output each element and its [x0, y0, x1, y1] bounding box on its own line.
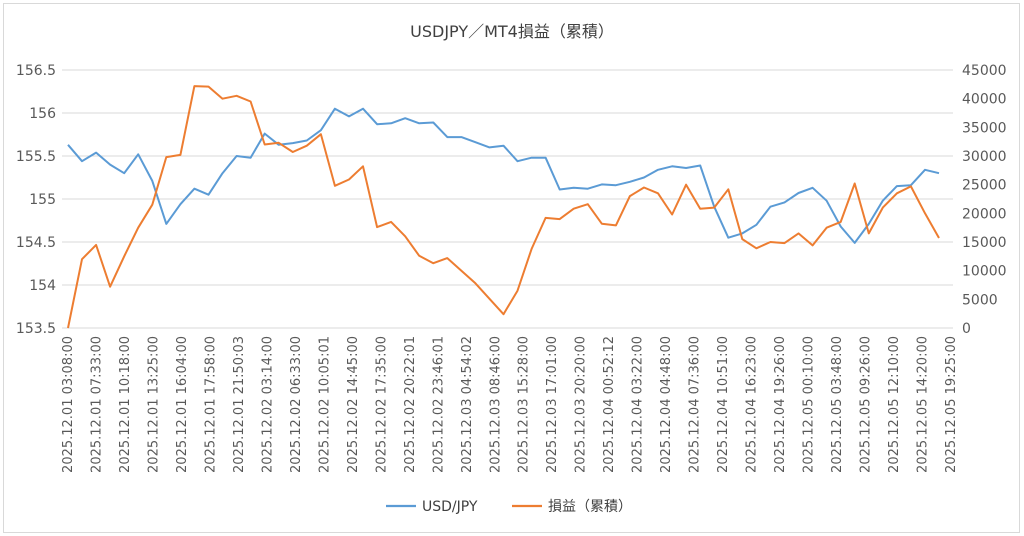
- x-tick-label: 2025.12.01 13:25:00: [146, 336, 161, 473]
- x-tick-label: 2025.12.02 23:46:01: [431, 336, 446, 473]
- x-tick-label: 2025.12.04 00:52:12: [602, 336, 617, 473]
- y-left-tick-label: 155.5: [16, 149, 56, 165]
- x-tick-label: 2025.12.02 03:14:00: [260, 336, 275, 473]
- x-tick-label: 2025.12.05 19:25:00: [944, 336, 959, 473]
- x-tick-label: 2025.12.01 07:33:00: [89, 336, 104, 473]
- x-tick-label: 2025.12.03 17:01:00: [545, 336, 560, 473]
- x-tick-label: 2025.12.04 03:22:00: [631, 336, 646, 473]
- x-tick-label: 2025.12.02 17:35:00: [374, 336, 389, 473]
- y-right-tick-label: 25000: [962, 178, 1007, 194]
- x-tick-label: 2025.12.05 09:26:00: [859, 336, 874, 473]
- x-tick-label: 2025.12.04 07:36:00: [688, 336, 703, 473]
- series-line-pnl: [67, 85, 940, 329]
- chart-title: USDJPY／MT4損益（累積）: [410, 22, 614, 41]
- y-right-tick-label: 15000: [962, 235, 1007, 251]
- x-tick-label: 2025.12.01 16:04:00: [175, 336, 190, 473]
- x-tick-label: 2025.12.04 16:23:00: [745, 336, 760, 473]
- y-right-tick-label: 40000: [962, 92, 1007, 108]
- y-right-tick-label: 30000: [962, 149, 1007, 165]
- x-tick-label: 2025.12.05 00:10:00: [802, 336, 817, 473]
- x-tick-label: 2025.12.04 10:51:00: [716, 336, 731, 473]
- legend: USD/JPY 損益（累積）: [386, 499, 632, 515]
- y-right-tick-label: 35000: [962, 120, 1007, 136]
- chart-frame: [3, 3, 1020, 533]
- y-right-tick-label: 5000: [962, 292, 998, 308]
- gridlines: [62, 69, 953, 329]
- x-tick-label: 2025.12.03 08:46:00: [488, 336, 503, 473]
- y-right-tick-label: 0: [962, 321, 971, 337]
- x-tick-label: 2025.12.02 10:05:01: [317, 336, 332, 473]
- y-left-tick-label: 155: [29, 192, 56, 208]
- y-axis-right-ticks: 0 5000 10000 15000 20000 25000 30000 35000 40000…: [962, 63, 1007, 337]
- y-left-tick-label: 156: [29, 106, 56, 122]
- x-tick-label: 2025.12.01 21:50:03: [232, 336, 247, 473]
- x-tick-label: 2025.12.03 15:28:00: [517, 336, 532, 473]
- x-tick-label: 2025.12.05 14:20:00: [916, 336, 931, 473]
- y-left-tick-label: 154.5: [16, 235, 56, 251]
- legend-label-pnl: 損益（累積）: [548, 499, 632, 515]
- x-tick-label: 2025.12.02 06:33:00: [289, 336, 304, 473]
- x-tick-label: 2025.12.04 19:26:00: [773, 336, 788, 473]
- series-line-usdjpy: [67, 107, 940, 244]
- x-tick-label: 2025.12.02 14:45:00: [346, 336, 361, 473]
- y-left-tick-label: 156.5: [16, 63, 56, 79]
- series-lines: [67, 85, 940, 329]
- y-left-tick-label: 154: [29, 278, 56, 294]
- legend-label-usd: USD/JPY: [422, 499, 478, 515]
- x-tick-label: 2025.12.01 10:18:00: [118, 336, 133, 473]
- y-right-tick-label: 20000: [962, 206, 1007, 222]
- x-tick-label: 2025.12.01 17:58:00: [203, 336, 218, 473]
- y-axis-left-ticks: 153.5 154 154.5 155 155.5 156 156.5: [16, 63, 56, 337]
- x-tick-label: 2025.12.03 20:20:00: [574, 336, 589, 473]
- x-tick-label: 2025.12.02 20:22:01: [403, 336, 418, 473]
- x-tick-label: 2025.12.01 03:08:00: [61, 336, 76, 473]
- x-tick-label: 2025.12.03 04:54:02: [460, 336, 475, 473]
- y-left-tick-label: 153.5: [16, 321, 56, 337]
- x-tick-label: 2025.12.05 03:48:00: [830, 336, 845, 473]
- x-tick-label: 2025.12.04 04:48:00: [659, 336, 674, 473]
- x-axis-ticks: 2025.12.01 03:08:00 2025.12.01 07:33:00 20…: [61, 336, 959, 473]
- x-tick-label: 2025.12.05 12:10:00: [887, 336, 902, 473]
- y-right-tick-label: 45000: [962, 63, 1007, 79]
- y-right-tick-label: 10000: [962, 264, 1007, 280]
